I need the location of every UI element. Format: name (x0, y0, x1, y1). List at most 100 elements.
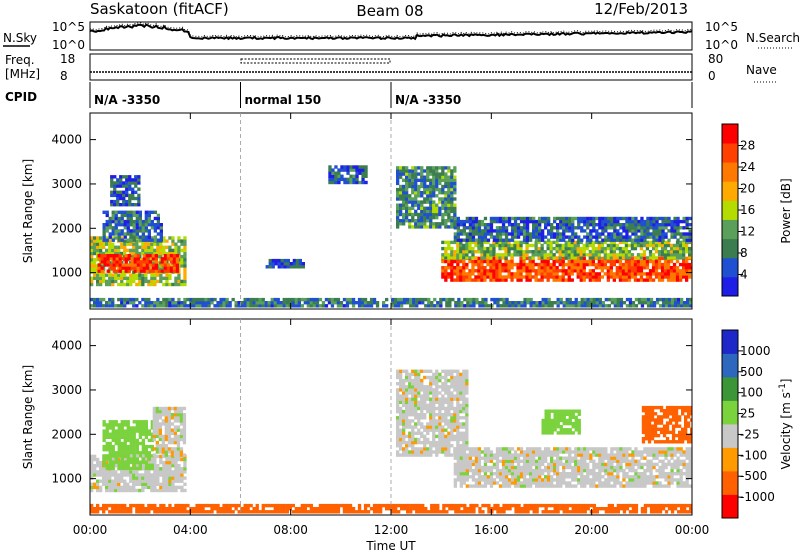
heatmap-cell (459, 465, 463, 470)
heatmap-cell (435, 166, 439, 170)
heatmap-cell (141, 441, 145, 446)
heatmap-cell (168, 276, 172, 280)
heatmap-cell (264, 304, 268, 308)
heatmap-cell (504, 472, 509, 476)
heatmap-cell (522, 226, 527, 230)
heatmap-cell (556, 459, 560, 463)
heatmap-cell (567, 262, 571, 267)
heatmap-cell (358, 171, 362, 175)
heatmap-cell (119, 196, 123, 201)
heatmap-cell (102, 245, 106, 249)
heatmap-cell (447, 212, 451, 217)
heatmap-cell (688, 253, 692, 257)
heatmap-cell (408, 375, 412, 380)
heatmap-cell (616, 238, 620, 242)
heatmap-cell (525, 256, 529, 261)
heatmap-cell (441, 440, 445, 445)
heatmap-cell (450, 200, 454, 204)
heatmap-cell (93, 464, 97, 468)
heatmap-cell (183, 279, 187, 284)
station-title: Saskatoon (fitACF) (90, 0, 229, 18)
heatmap-cell (462, 250, 466, 254)
heatmap-cell (150, 282, 154, 287)
heatmap-cell (125, 181, 129, 185)
heatmap-cell (444, 437, 448, 442)
heatmap-cell (108, 276, 112, 280)
heatmap-cell (414, 175, 418, 179)
heatmap-cell (498, 269, 502, 273)
beam-title: Beam 08 (356, 2, 423, 20)
heatmap-cell (435, 444, 439, 448)
heatmap-cell (601, 219, 605, 224)
heatmap-cell (159, 267, 163, 271)
heatmap-cell (429, 450, 433, 454)
heatmap-cell (331, 168, 335, 172)
heatmap-cell (456, 431, 460, 435)
heatmap-cell (90, 488, 94, 493)
heatmap-cell (547, 219, 551, 224)
heatmap-cell (561, 253, 565, 257)
heatmap-cell (120, 216, 124, 221)
heatmap-cell (589, 229, 593, 233)
heatmap-cell (441, 425, 445, 429)
heatmap-cell (420, 440, 424, 445)
heatmap-cell (642, 272, 647, 276)
heatmap-cell (97, 269, 101, 273)
heatmap-cell (117, 248, 121, 253)
heatmap-cell (152, 434, 156, 439)
heatmap-cell (349, 177, 353, 182)
heatmap-cell (453, 209, 457, 214)
heatmap-cell (417, 440, 421, 445)
heatmap-cell (99, 464, 103, 468)
heatmap-cell (158, 413, 162, 417)
heatmap-cell (457, 297, 461, 302)
heatmap-cell (358, 168, 362, 172)
heatmap-cell (165, 251, 169, 256)
heatmap-cell (642, 253, 647, 257)
heatmap-cell (483, 272, 487, 276)
heatmap-cell (182, 453, 187, 457)
heatmap-cell (606, 253, 610, 257)
heatmap-cell (417, 447, 421, 451)
heatmap-cell (498, 240, 502, 245)
heatmap-cell (519, 453, 524, 457)
heatmap-cell (600, 240, 604, 245)
heatmap-cell (312, 297, 316, 302)
heatmap-cell (156, 216, 160, 221)
heatmap-cell (120, 485, 124, 490)
heatmap-cell (489, 262, 493, 267)
heatmap-cell (361, 171, 365, 175)
heatmap-cell (102, 276, 106, 280)
heatmap-cell (180, 248, 184, 253)
heatmap-cell (541, 297, 545, 302)
heatmap-cell (111, 479, 115, 483)
heatmap-cell (141, 245, 145, 249)
heatmap-cell (520, 304, 524, 308)
heatmap-cell (183, 242, 187, 246)
heatmap-cell (432, 212, 436, 217)
heatmap-cell (453, 388, 457, 392)
heatmap-region (102, 420, 154, 471)
heatmap-cell (420, 434, 424, 439)
heatmap-cell (155, 413, 159, 417)
heatmap-cell (544, 226, 548, 230)
heatmap-cell (513, 246, 517, 251)
heatmap-cell (450, 453, 454, 457)
heatmap-cell (453, 428, 457, 432)
heatmap-cell (447, 440, 451, 445)
heatmap-cell (532, 219, 536, 224)
heatmap-cell (465, 235, 469, 239)
heatmap-cell (435, 397, 439, 401)
heatmap-cell (144, 213, 148, 218)
heatmap-cell (640, 223, 644, 227)
heatmap-cell (640, 301, 645, 305)
heatmap-cell (349, 174, 353, 178)
heatmap-cell (549, 272, 553, 276)
heatmap-cell (114, 210, 118, 214)
heatmap-cell (579, 256, 583, 260)
heatmap-cell (624, 246, 629, 251)
heatmap-cell (513, 216, 518, 221)
heatmap-cell (555, 240, 559, 245)
heatmap-cell (495, 219, 500, 224)
heatmap-cell (141, 279, 145, 284)
